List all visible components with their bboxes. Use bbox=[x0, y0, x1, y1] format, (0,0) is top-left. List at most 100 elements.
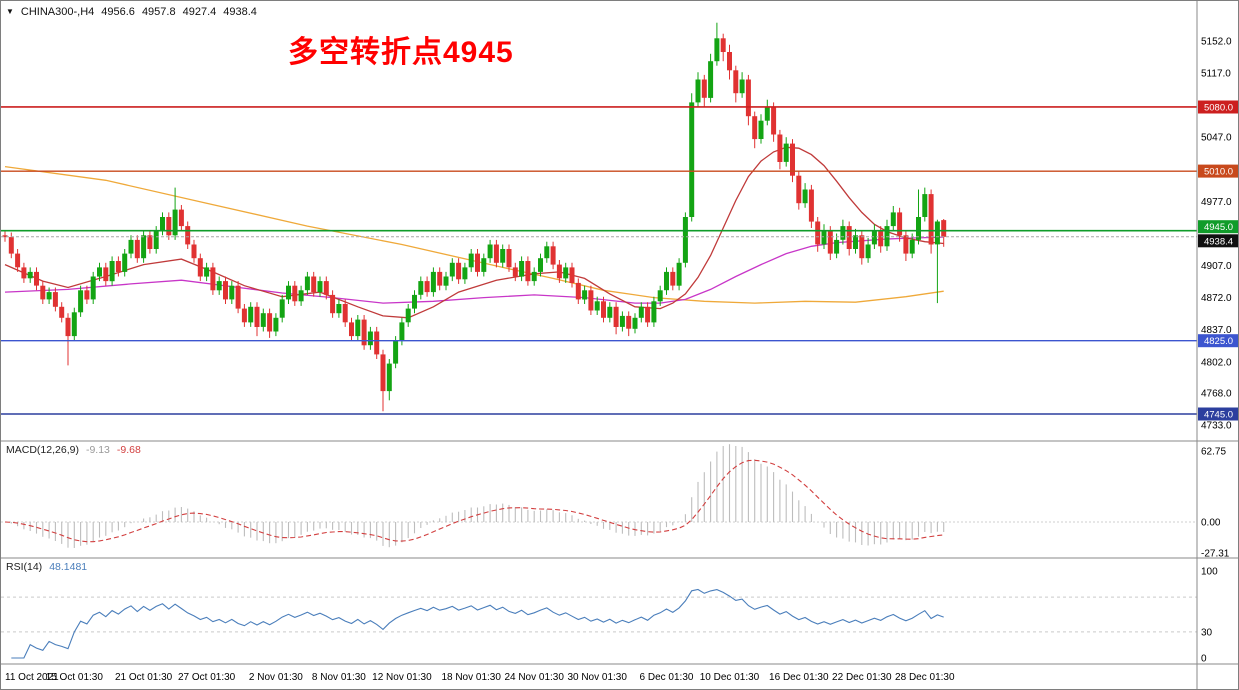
candle-body bbox=[40, 285, 46, 300]
candle-body bbox=[695, 79, 701, 103]
candle-body bbox=[538, 258, 543, 272]
candle-body bbox=[519, 261, 525, 277]
candle-body bbox=[481, 258, 487, 272]
candle-body bbox=[185, 226, 191, 245]
candle-body bbox=[771, 107, 777, 135]
candle-body bbox=[46, 292, 52, 300]
price-axis: 5152.0 5117.0 5047.0 4977.0 4907.0 4872.0 4837… bbox=[1198, 37, 1238, 432]
y-axis-label: 4733.0 bbox=[1201, 421, 1232, 432]
candle-body bbox=[556, 264, 562, 279]
candle-body bbox=[8, 237, 14, 254]
candle-body bbox=[916, 217, 921, 240]
candle-body bbox=[701, 79, 707, 98]
candle-body bbox=[456, 262, 462, 280]
candle-body bbox=[941, 220, 947, 237]
candle-body bbox=[15, 253, 21, 268]
candle-body bbox=[493, 244, 499, 263]
candle-body bbox=[166, 217, 172, 236]
candle-body bbox=[304, 276, 310, 291]
candle-body bbox=[878, 230, 884, 247]
candle-body bbox=[834, 239, 840, 254]
candle-body bbox=[575, 282, 581, 300]
candle-body bbox=[563, 267, 569, 279]
candle-body bbox=[273, 317, 279, 332]
candle-body bbox=[424, 281, 430, 293]
candle-body bbox=[399, 322, 405, 341]
x-axis-label: 27 Oct 01:30 bbox=[178, 672, 236, 683]
candle-body bbox=[708, 61, 714, 98]
candle-body bbox=[286, 285, 291, 300]
candle-body bbox=[84, 290, 90, 300]
candle-body bbox=[405, 308, 411, 323]
candle-body bbox=[437, 271, 443, 286]
macd-signal-line bbox=[4, 459, 944, 543]
candle-body bbox=[670, 271, 676, 286]
candle-body bbox=[241, 308, 247, 323]
rsi-axis-label: 100 bbox=[1201, 567, 1218, 578]
candle-body bbox=[758, 120, 764, 139]
candle-body bbox=[141, 235, 147, 259]
candle-body bbox=[764, 107, 770, 121]
candle-body bbox=[802, 189, 808, 204]
candle-body bbox=[412, 294, 417, 309]
candle-body bbox=[311, 276, 317, 293]
price-badge bbox=[1198, 100, 1238, 114]
candle-body bbox=[676, 262, 682, 286]
price-badge-label: 4825.0 bbox=[1204, 336, 1233, 347]
price-badge-label: 5010.0 bbox=[1204, 167, 1233, 178]
candle-body bbox=[903, 235, 909, 254]
candle-body bbox=[897, 212, 903, 236]
candle-body bbox=[613, 306, 619, 327]
price-badge bbox=[1198, 164, 1238, 178]
candle-body bbox=[279, 299, 285, 318]
candle-body bbox=[128, 239, 134, 254]
candle-body bbox=[550, 246, 556, 265]
fast-ma-red-line bbox=[4, 146, 944, 319]
candle-body bbox=[229, 285, 235, 300]
price-badge bbox=[1198, 407, 1238, 421]
candle-body bbox=[52, 292, 58, 307]
candle-body bbox=[122, 253, 128, 272]
candle-body bbox=[134, 239, 140, 259]
rsi-line bbox=[11, 588, 944, 659]
candle-body bbox=[418, 281, 424, 295]
candle-body bbox=[601, 301, 606, 318]
candle-body bbox=[115, 261, 121, 272]
candle-body bbox=[317, 281, 323, 293]
candle-body bbox=[865, 244, 871, 259]
price-badge-label: 4938.4 bbox=[1204, 236, 1233, 247]
price-badge bbox=[1198, 234, 1238, 248]
candle-body bbox=[78, 290, 84, 313]
candle-body bbox=[71, 312, 77, 337]
candle-body bbox=[619, 315, 625, 327]
macd-axis-label: -27.31 bbox=[1201, 548, 1230, 559]
price-badge bbox=[1198, 220, 1238, 234]
candle-body bbox=[884, 226, 890, 247]
candle-body bbox=[682, 217, 688, 263]
y-axis-label: 4872.0 bbox=[1201, 293, 1232, 304]
candle-body bbox=[632, 317, 638, 329]
candle-body bbox=[594, 301, 600, 311]
candle-body bbox=[500, 249, 506, 263]
y-axis-label: 4977.0 bbox=[1201, 197, 1232, 208]
candle-body bbox=[569, 267, 575, 283]
candle-body bbox=[109, 261, 115, 282]
candle-body bbox=[374, 331, 380, 355]
x-axis-label: 28 Dec 01:30 bbox=[895, 672, 955, 683]
x-axis-label: 22 Dec 01:30 bbox=[832, 672, 892, 683]
candle-body bbox=[714, 38, 720, 62]
candle-body bbox=[487, 244, 493, 259]
candle-body bbox=[292, 285, 298, 302]
candle-body bbox=[323, 281, 329, 295]
candle-body bbox=[790, 143, 795, 176]
macd-axis-label: 0.00 bbox=[1201, 518, 1221, 529]
candle-body bbox=[430, 271, 436, 293]
candle-body bbox=[607, 306, 613, 318]
candle-body bbox=[475, 253, 480, 272]
x-axis-label: 15 Oct 01:30 bbox=[46, 672, 104, 683]
candle-body bbox=[468, 253, 474, 268]
candle-body bbox=[853, 235, 858, 249]
y-axis-label: 5047.0 bbox=[1201, 133, 1232, 144]
